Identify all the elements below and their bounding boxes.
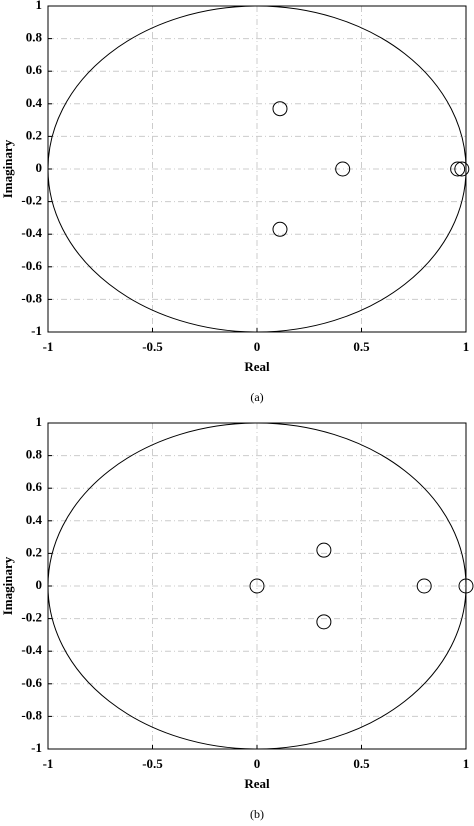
- x-tick-label: -1: [43, 339, 54, 354]
- pole-marker: [416, 578, 432, 594]
- y-tick-label: -1: [31, 740, 42, 755]
- unit-circle: [47, 5, 467, 333]
- y-tick-label: -0.8: [21, 290, 42, 305]
- x-tick-label: -1: [43, 756, 54, 771]
- y-tick-label: -0.4: [21, 225, 42, 240]
- y-axis-label: Imaginary: [0, 139, 15, 198]
- y-tick-label: 0.2: [26, 544, 42, 559]
- y-tick-label: 0: [36, 577, 43, 592]
- y-tick-label: -0.2: [21, 610, 42, 625]
- x-tick-label: 1: [463, 339, 470, 354]
- y-tick-label: 0.4: [26, 512, 43, 527]
- y-tick-label: -0.4: [21, 642, 42, 657]
- y-tick-label: 0: [36, 160, 43, 175]
- y-tick-label: 0.2: [26, 127, 42, 142]
- pole-marker: [316, 614, 332, 630]
- pole-marker: [249, 578, 265, 594]
- y-tick-label: 1: [36, 0, 43, 12]
- y-tick-label: 0.6: [26, 62, 43, 77]
- x-tick-label: 1: [463, 756, 470, 771]
- y-tick-label: -0.8: [21, 707, 42, 722]
- pole-marker: [272, 221, 288, 237]
- x-axis-label: Real: [244, 776, 270, 791]
- x-tick-label: -0.5: [142, 339, 163, 354]
- y-tick-label: 0.4: [26, 95, 43, 110]
- caption: (a): [250, 390, 263, 404]
- x-tick-label: -0.5: [142, 756, 163, 771]
- pole-marker: [458, 578, 474, 594]
- y-tick-label: 0.8: [26, 447, 43, 462]
- y-axis-label: Imaginary: [0, 556, 15, 615]
- caption: (b): [250, 807, 264, 821]
- y-tick-label: -0.6: [21, 258, 42, 273]
- x-tick-label: 0.5: [353, 756, 370, 771]
- x-tick-label: 0.5: [353, 339, 370, 354]
- pole-marker: [454, 161, 470, 177]
- unit-circle: [47, 422, 467, 750]
- y-tick-label: 0.6: [26, 479, 43, 494]
- x-axis-label: Real: [244, 359, 270, 374]
- y-tick-label: 0.8: [26, 30, 43, 45]
- y-tick-label: -0.6: [21, 675, 42, 690]
- pole-marker: [316, 542, 332, 558]
- y-tick-label: -1: [31, 323, 42, 338]
- y-tick-label: -0.2: [21, 193, 42, 208]
- x-tick-label: 0: [254, 339, 261, 354]
- x-tick-label: 0: [254, 756, 261, 771]
- pole-marker: [450, 161, 466, 177]
- y-tick-label: 1: [36, 414, 43, 429]
- pole-marker: [272, 101, 288, 117]
- pole-marker: [335, 161, 351, 177]
